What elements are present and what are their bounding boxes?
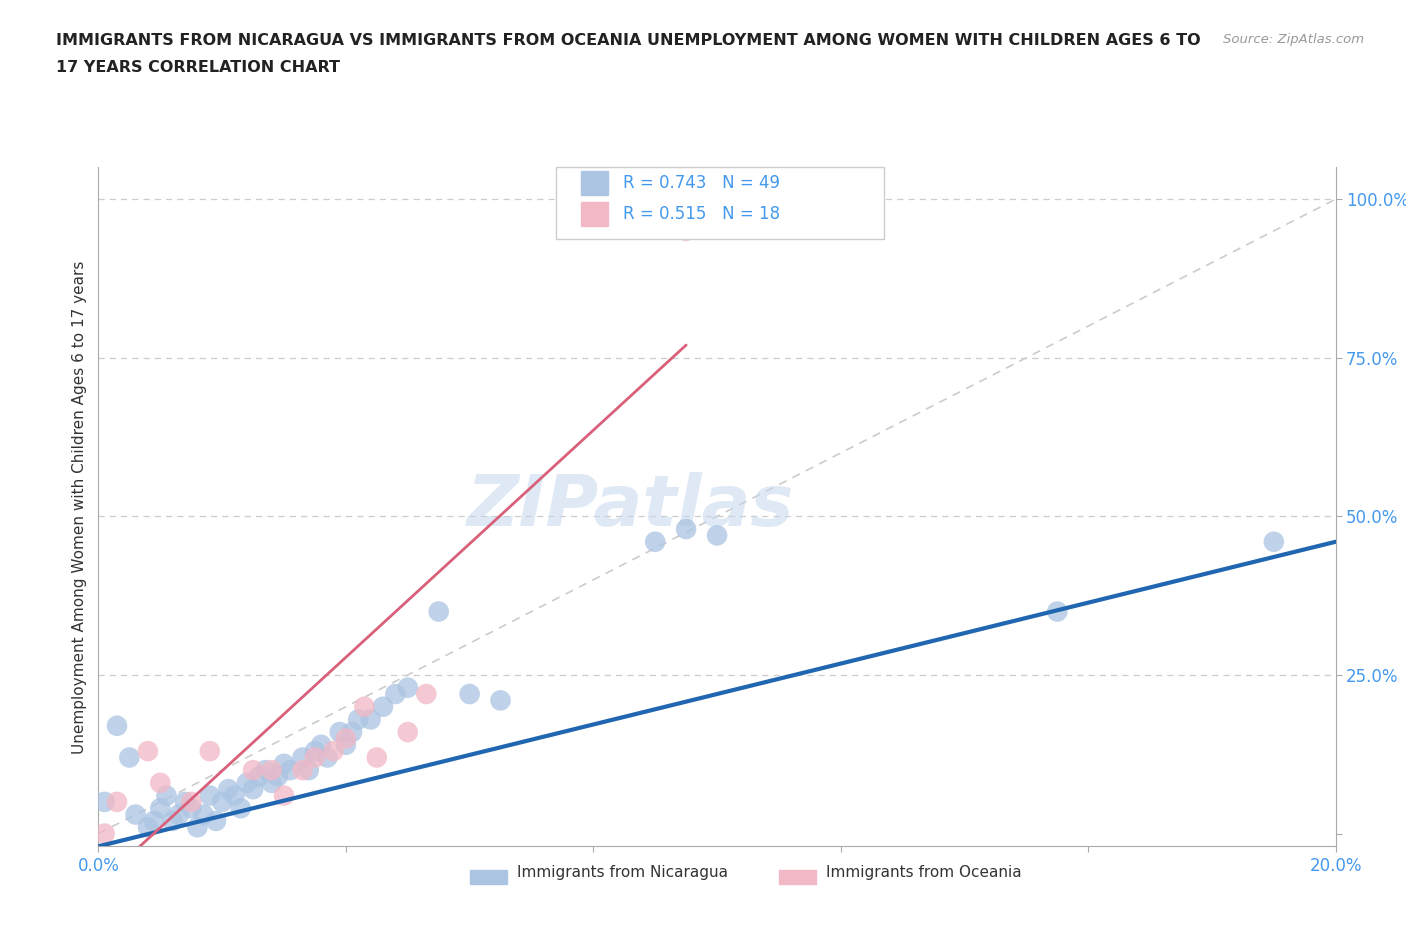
- Point: [396, 680, 419, 695]
- Point: [174, 794, 197, 809]
- Point: [316, 750, 339, 764]
- FancyBboxPatch shape: [581, 171, 609, 195]
- Point: [415, 686, 437, 701]
- Text: Immigrants from Oceania: Immigrants from Oceania: [825, 865, 1022, 880]
- FancyBboxPatch shape: [581, 202, 609, 226]
- Point: [211, 794, 233, 809]
- Point: [136, 744, 159, 759]
- Point: [247, 769, 270, 784]
- Point: [124, 807, 146, 822]
- Point: [335, 731, 357, 746]
- FancyBboxPatch shape: [470, 870, 506, 883]
- Point: [329, 724, 352, 739]
- Point: [136, 820, 159, 835]
- Point: [304, 750, 326, 764]
- Point: [396, 724, 419, 739]
- Point: [1046, 604, 1069, 619]
- Point: [371, 699, 394, 714]
- Point: [180, 801, 202, 816]
- Point: [489, 693, 512, 708]
- Point: [186, 820, 208, 835]
- Point: [706, 528, 728, 543]
- Point: [143, 814, 166, 829]
- Point: [236, 776, 259, 790]
- Point: [105, 718, 128, 733]
- Point: [340, 724, 363, 739]
- Point: [675, 223, 697, 238]
- Point: [273, 756, 295, 771]
- Point: [353, 699, 375, 714]
- Point: [162, 814, 184, 829]
- Point: [260, 776, 283, 790]
- Point: [242, 782, 264, 797]
- Point: [304, 744, 326, 759]
- Text: R = 0.515   N = 18: R = 0.515 N = 18: [623, 205, 780, 222]
- Point: [360, 712, 382, 727]
- Point: [384, 686, 406, 701]
- Text: IMMIGRANTS FROM NICARAGUA VS IMMIGRANTS FROM OCEANIA UNEMPLOYMENT AMONG WOMEN WI: IMMIGRANTS FROM NICARAGUA VS IMMIGRANTS …: [56, 33, 1201, 47]
- Point: [93, 826, 115, 841]
- Text: R = 0.743   N = 49: R = 0.743 N = 49: [623, 174, 780, 193]
- Point: [217, 782, 239, 797]
- Point: [644, 535, 666, 550]
- Point: [205, 814, 228, 829]
- Point: [180, 794, 202, 809]
- Point: [267, 769, 290, 784]
- Point: [242, 763, 264, 777]
- Point: [298, 763, 321, 777]
- FancyBboxPatch shape: [779, 870, 815, 883]
- Point: [224, 788, 246, 803]
- Point: [105, 794, 128, 809]
- Point: [149, 801, 172, 816]
- Text: Immigrants from Nicaragua: Immigrants from Nicaragua: [516, 865, 728, 880]
- Point: [198, 744, 221, 759]
- Y-axis label: Unemployment Among Women with Children Ages 6 to 17 years: Unemployment Among Women with Children A…: [72, 260, 87, 753]
- Text: 17 YEARS CORRELATION CHART: 17 YEARS CORRELATION CHART: [56, 60, 340, 75]
- Point: [254, 763, 277, 777]
- Point: [167, 807, 190, 822]
- Point: [1263, 535, 1285, 550]
- Point: [93, 794, 115, 809]
- Point: [309, 737, 332, 752]
- Point: [118, 750, 141, 764]
- Point: [347, 712, 370, 727]
- Point: [278, 763, 301, 777]
- Point: [149, 776, 172, 790]
- Point: [366, 750, 388, 764]
- Text: Source: ZipAtlas.com: Source: ZipAtlas.com: [1223, 33, 1364, 46]
- Point: [427, 604, 450, 619]
- Point: [229, 801, 252, 816]
- Point: [291, 750, 314, 764]
- Point: [155, 788, 177, 803]
- Point: [458, 686, 481, 701]
- Text: ZIPatlas: ZIPatlas: [467, 472, 794, 541]
- Point: [322, 744, 344, 759]
- FancyBboxPatch shape: [557, 167, 884, 239]
- Point: [260, 763, 283, 777]
- Point: [291, 763, 314, 777]
- Point: [198, 788, 221, 803]
- Point: [273, 788, 295, 803]
- Point: [675, 522, 697, 537]
- Point: [335, 737, 357, 752]
- Point: [193, 807, 215, 822]
